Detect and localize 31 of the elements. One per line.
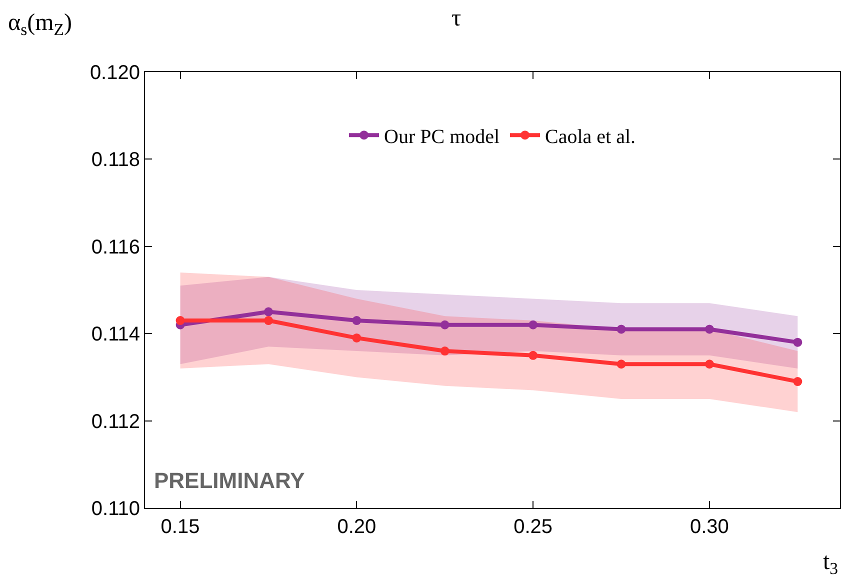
point (264, 307, 273, 316)
point (616, 324, 626, 334)
y-tick-label: 0.118 (91, 149, 140, 172)
point (440, 346, 450, 356)
y-tick-label: 0.120 (90, 62, 140, 84)
point (616, 360, 626, 369)
y-tick-label: 0.110 (91, 498, 140, 520)
x-tick-label: 0.20 (337, 516, 376, 538)
point (528, 320, 538, 330)
legend-label: Caola et al. (545, 126, 636, 148)
x-tick-label: 0.30 (690, 516, 729, 538)
y-axis-title: α$_{s}$(m$_{Z}$) (8, 10, 72, 40)
point (704, 360, 714, 369)
y-tick-label: 0.114 (91, 324, 140, 346)
x-tick-label: 0.25 (514, 516, 553, 538)
point (528, 350, 538, 360)
y-tick-label: 0.112 (91, 410, 140, 433)
point (352, 316, 362, 326)
chart-title: τ (452, 6, 462, 32)
point (352, 333, 362, 342)
x-tick-label: 0.15 (160, 516, 200, 538)
point (704, 324, 714, 334)
y-tick-label: 0.116 (91, 236, 140, 258)
point (793, 338, 802, 347)
legend-label: Our PC model (384, 126, 500, 148)
point (176, 316, 185, 326)
point (440, 320, 450, 330)
point (264, 316, 273, 326)
annotation: PRELIMINARY (154, 468, 306, 493)
x-axis-title: t$_{3}$ (823, 549, 838, 578)
point (793, 377, 802, 386)
